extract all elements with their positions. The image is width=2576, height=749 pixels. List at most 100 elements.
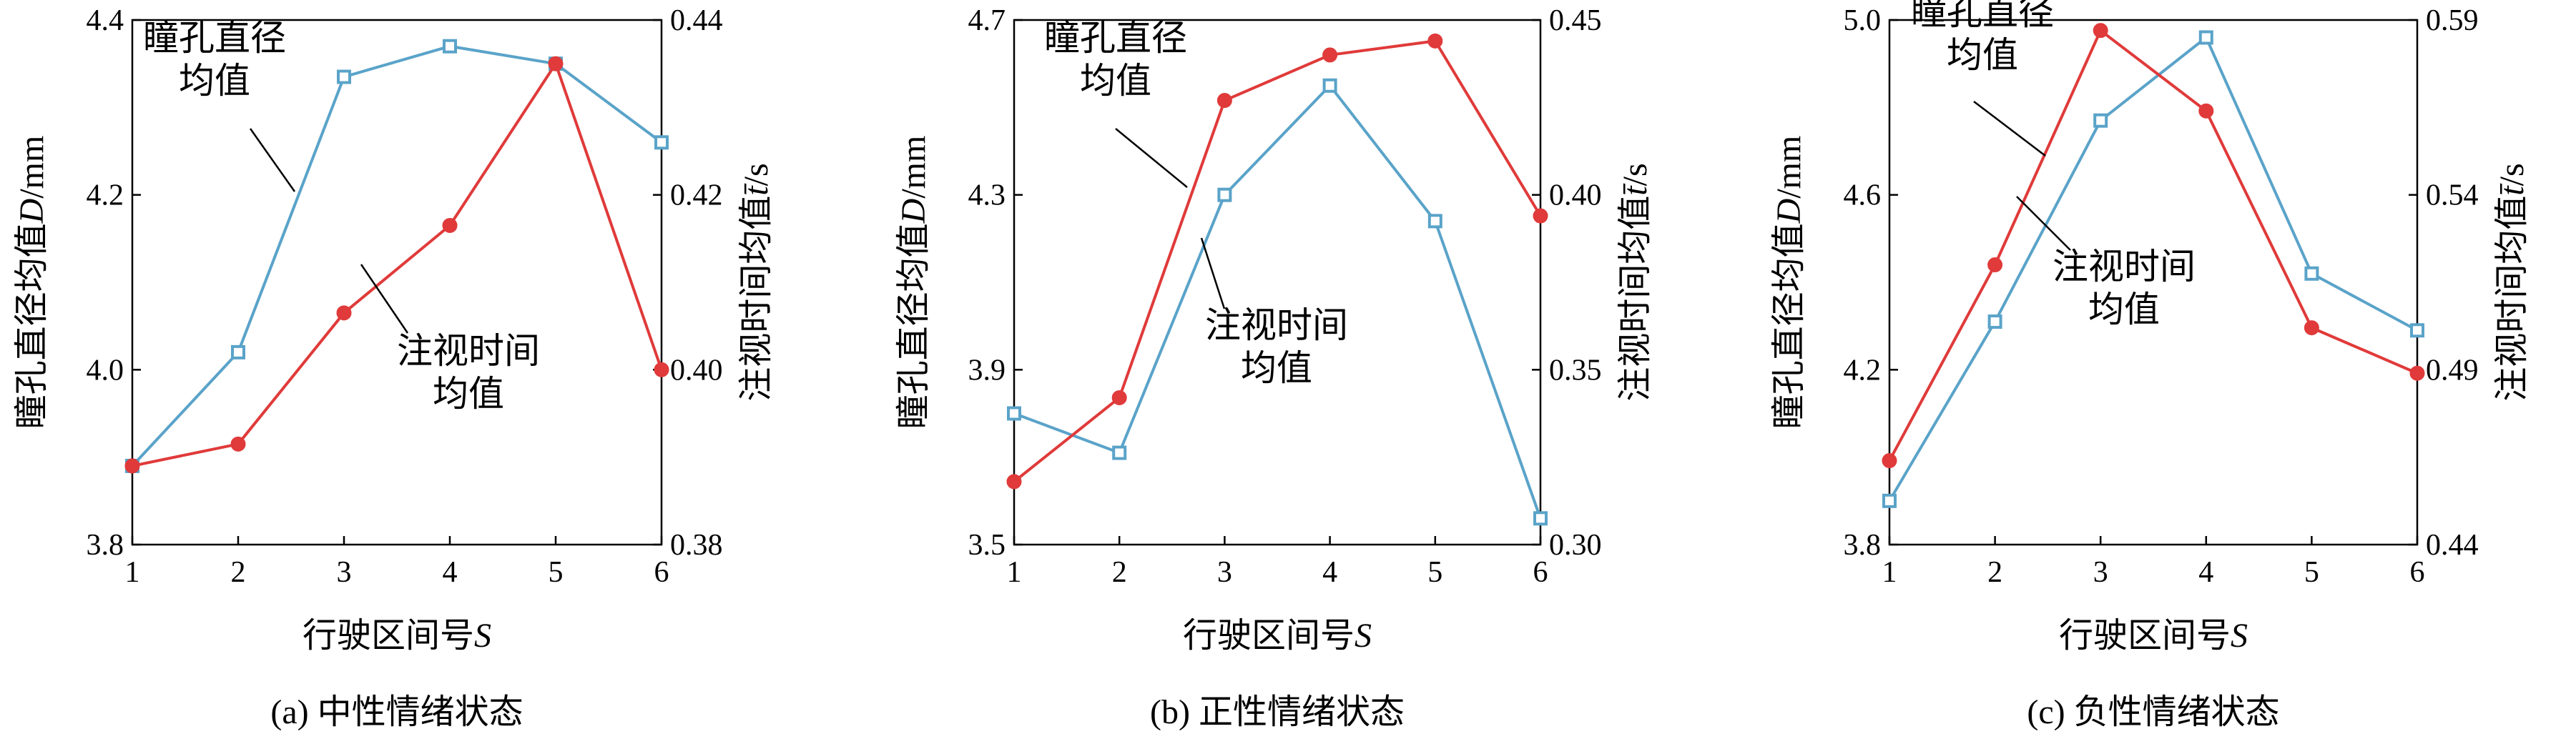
data-point-square (2410, 323, 2424, 338)
x-tick-label: 4 (1322, 556, 1337, 589)
data-point-circle (1006, 474, 1022, 490)
y-left-tick-label: 4.2 (87, 179, 124, 212)
data-point-circle (548, 56, 564, 71)
data-point-square (443, 39, 457, 54)
series-line (132, 62, 663, 467)
x-tick-label: 6 (2410, 556, 2425, 589)
series-pupil-diameter (1882, 30, 2424, 508)
y-right-tick-label: 0.49 (2426, 354, 2479, 387)
y-right-label-symbol: t̄ (2493, 183, 2531, 195)
y-left-axis-label: 瞳孔直径均值D/mm (1770, 136, 1808, 430)
panel-caption: (b) 正性情绪状态 (1150, 693, 1405, 731)
y-left-label-text: 瞳孔直径均值 (13, 223, 51, 429)
y-right-tick-label: 0.42 (670, 179, 723, 212)
panel-caption: (a) 中性情绪状态 (270, 693, 523, 731)
y-left-label-text: 瞳孔直径均值 (1770, 223, 1808, 429)
x-axis-label-symbol: S (1355, 617, 1372, 655)
data-point-square (1987, 314, 2002, 329)
y-right-tick-label: 0.54 (2426, 179, 2479, 212)
x-axis-label-text: 行驶区间号 (2059, 617, 2231, 655)
y-right-tick-label: 0.59 (2426, 4, 2479, 37)
data-point-circle (2198, 103, 2214, 119)
plot-frame (1888, 19, 2419, 546)
annotation-fixation: 注视时间均值 (1200, 237, 1348, 388)
series-pupil-diameter (125, 39, 669, 473)
x-tick-label: 3 (1217, 556, 1232, 589)
annotation-text: 瞳孔直径均值 (1044, 18, 1187, 101)
data-point-circle (1111, 390, 1127, 405)
chart-panel-3: 1 2 3 4 5 6 3.8 4.2 4.6 5.0 0.44 0.49 0.54 0.59 行驶区间号S… (1770, 0, 2531, 731)
x-axis-label-symbol: S (2231, 617, 2248, 655)
annotation-leader (249, 128, 296, 192)
data-point-square (2093, 113, 2108, 128)
annotation-pupil: 瞳孔直径均值 (1044, 18, 1188, 188)
data-point-square (1112, 445, 1127, 460)
annotation-line: 均值 (433, 374, 504, 414)
x-axis-label-symbol: S (474, 617, 491, 655)
x-tick-label: 5 (549, 556, 564, 589)
data-point-square (1427, 214, 1442, 229)
data-point-square (2198, 30, 2213, 45)
x-axis-label: 行驶区间号S (2059, 617, 2248, 655)
series-pupil-diameter (1007, 78, 1548, 526)
y-right-label-text: 注视时间均值 (2493, 196, 2531, 402)
x-axis-label-text: 行驶区间号 (1183, 617, 1355, 655)
annotation-text: 注视时间均值 (397, 331, 540, 414)
annotation-line: 注视时间 (1205, 305, 1348, 345)
y-right-tick-label: 0.35 (1549, 354, 1602, 387)
data-point-circle (336, 305, 352, 321)
data-point-circle (1322, 47, 1338, 63)
annotation-leader (360, 264, 409, 334)
annotation-leader (1200, 237, 1226, 309)
y-right-tick-label: 0.40 (1549, 179, 1602, 212)
x-tick-label: 1 (1007, 556, 1022, 589)
data-point-circle (1987, 257, 2003, 273)
annotation-line: 均值 (1080, 61, 1151, 101)
series-line (131, 44, 663, 467)
y-left-label-text: 瞳孔直径均值 (895, 223, 933, 429)
y-right-label-text: 注视时间均值 (1616, 196, 1654, 402)
data-point-square (2304, 266, 2319, 281)
plot-frame (1013, 19, 1542, 546)
x-tick-label: 1 (125, 556, 140, 589)
data-point-circle (442, 217, 458, 233)
x-tick-label: 4 (2198, 556, 2213, 589)
y-right-tick-label: 0.44 (2426, 529, 2479, 562)
data-point-circle (2093, 23, 2108, 39)
data-point-square (337, 69, 351, 84)
y-right-tick-label: 0.40 (670, 354, 723, 387)
x-tick-label: 5 (2304, 556, 2319, 589)
y-left-label-symbol: D (895, 199, 933, 224)
data-point-square (1882, 493, 1897, 508)
y-right-tick-label: 0.45 (1549, 4, 1602, 37)
data-point-square (1322, 78, 1337, 93)
y-left-tick-label: 5.0 (1844, 4, 1882, 37)
y-right-label-symbol: t̄ (737, 183, 775, 195)
annotation-text: 注视时间均值 (2053, 247, 2196, 329)
plot-frame (131, 19, 663, 546)
y-right-axis-label: 注视时间均值t̄/s (2493, 163, 2531, 401)
y-left-axis-label: 瞳孔直径均值D/mm (895, 136, 933, 430)
y-left-tick-label: 4.2 (1844, 354, 1882, 387)
x-tick-label: 2 (1987, 556, 2002, 589)
y-left-label-unit: /mm (13, 136, 51, 199)
y-left-tick-label: 3.9 (968, 354, 1006, 387)
y-left-tick-label: 3.8 (87, 529, 124, 562)
y-right-tick-label: 0.30 (1549, 529, 1602, 562)
x-tick-label: 6 (654, 556, 669, 589)
data-point-circle (654, 362, 669, 377)
annotation-text: 瞳孔直径均值 (1911, 0, 2054, 75)
x-tick-label: 6 (1533, 556, 1548, 589)
annotation-line: 均值 (1947, 35, 2018, 75)
y-right-tick-label: 0.38 (670, 529, 723, 562)
data-point-square (654, 135, 669, 150)
y-left-label-symbol: D (1770, 199, 1808, 224)
y-left-tick-label: 4.7 (968, 4, 1006, 37)
y-left-tick-label: 4.3 (968, 179, 1006, 212)
series-line (1013, 39, 1542, 483)
y-left-label-unit: /mm (1770, 136, 1808, 199)
x-tick-label: 5 (1427, 556, 1442, 589)
x-axis-label: 行驶区间号S (1183, 617, 1372, 655)
